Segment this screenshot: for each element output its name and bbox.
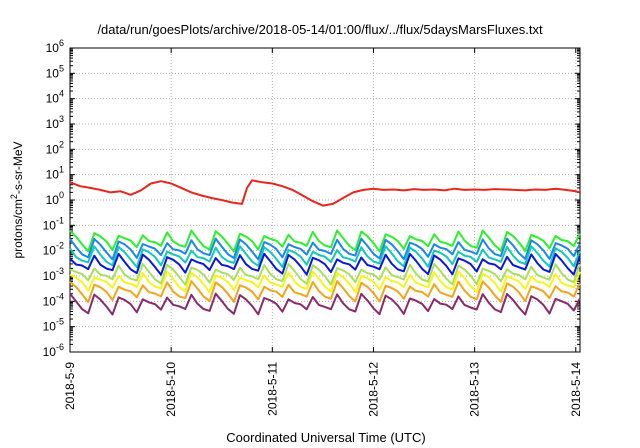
- x-tick-label: 2018-5-9: [63, 362, 77, 410]
- x-tick-label: 2018-5-11: [265, 362, 279, 416]
- x-tick-label: 2018-5-10: [164, 362, 178, 417]
- x-axis-label: Coordinated Universal Time (UTC): [226, 430, 426, 445]
- y-tick-label: 10-3: [43, 266, 64, 283]
- series-line: [69, 179, 581, 207]
- y-tick-label: 101: [46, 165, 64, 182]
- series-line: [69, 245, 581, 269]
- series-line: [69, 280, 581, 303]
- y-tick-label: 10-2: [43, 241, 64, 258]
- x-tick-label: 2018-5-12: [366, 362, 380, 417]
- y-tick-label: 104: [46, 89, 64, 106]
- y-tick-label: 103: [46, 114, 64, 131]
- x-tick-label: 2018-5-14: [569, 362, 583, 417]
- y-tick-label: 10-6: [43, 342, 64, 359]
- chart-title: /data/run/goesPlots/archive/2018-05-14/0…: [97, 22, 543, 37]
- y-tick-label: 10-1: [43, 215, 64, 232]
- y-tick-label: 10-5: [43, 317, 64, 334]
- x-tick-label: 2018-5-13: [468, 362, 482, 417]
- y-tick-label: 102: [46, 139, 64, 156]
- y-axis-label: protons/cm2-s-sr-MeV: [9, 141, 25, 258]
- y-tick-label: 10-4: [43, 291, 64, 308]
- y-tick-label: 100: [46, 190, 64, 207]
- series-line: [69, 237, 581, 261]
- series-line: [69, 292, 581, 316]
- series-line: [69, 262, 581, 286]
- series-line: [69, 252, 581, 276]
- series-line: [69, 229, 581, 253]
- y-tick-label: 106: [46, 38, 64, 55]
- series-line: [69, 270, 581, 294]
- y-tick-label: 105: [46, 63, 64, 80]
